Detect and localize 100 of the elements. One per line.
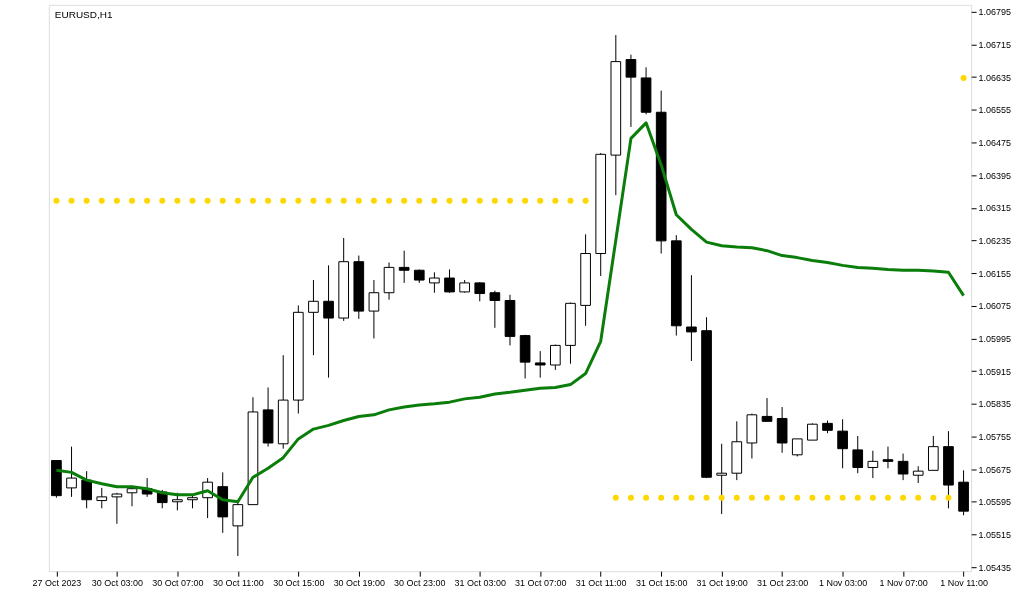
x-tick-label: 31 Oct 03:00: [454, 577, 506, 588]
candlestick: [96, 487, 108, 509]
candlestick: [686, 274, 697, 362]
candlestick: [852, 435, 864, 474]
point: [703, 494, 710, 501]
y-tick-label: 1.06395: [978, 170, 1012, 181]
candlestick: [323, 264, 334, 379]
y-tick-label: 1.05435: [978, 562, 1012, 573]
point: [325, 197, 332, 204]
point: [83, 197, 90, 204]
x-tick-label: 31 Oct 11:00: [575, 577, 627, 588]
point: [915, 494, 922, 501]
candlestick: [897, 453, 909, 481]
point: [688, 494, 695, 501]
candlestick: [534, 350, 546, 379]
point: [809, 494, 816, 501]
point: [249, 197, 256, 204]
y-tick-label: 1.05995: [978, 333, 1012, 344]
x-tick-label: 31 Oct 07:00: [515, 577, 567, 588]
candlestick: [837, 418, 848, 469]
y-tick-label: 1.05515: [978, 529, 1012, 540]
point: [461, 197, 468, 204]
point: [68, 197, 75, 204]
point: [144, 197, 151, 204]
point: [522, 197, 529, 204]
point: [476, 197, 483, 204]
candlestick: [474, 281, 486, 302]
x-tick-label: 30 Oct 11:00: [212, 577, 264, 588]
y-tick-label: 1.05755: [978, 431, 1012, 442]
point: [658, 494, 665, 501]
point: [401, 197, 408, 204]
y-tick-label: 1.05915: [978, 366, 1012, 377]
point: [643, 494, 650, 501]
point: [900, 494, 907, 501]
point: [884, 494, 891, 501]
point: [748, 494, 755, 501]
y-tick-label: 1.06555: [978, 105, 1012, 116]
point: [355, 197, 362, 204]
candlestick: [927, 435, 939, 471]
candlestick: [398, 250, 410, 284]
point: [446, 197, 453, 204]
point: [295, 197, 302, 204]
y-tick-label: 1.06475: [978, 137, 1012, 148]
point: [204, 197, 211, 204]
point: [174, 197, 181, 204]
point: [627, 494, 634, 501]
y-tick-label: 1.06315: [978, 203, 1012, 214]
chart-title: EURUSD,H1: [54, 8, 113, 20]
candlestick: [444, 268, 455, 294]
point: [370, 197, 377, 204]
candlestick: [111, 492, 123, 525]
candlestick: [489, 290, 501, 329]
point: [280, 197, 287, 204]
candlestick: [625, 54, 637, 128]
y-tick-label: 1.06715: [978, 39, 1012, 50]
x-tick-label: 31 Oct 23:00: [756, 577, 809, 588]
point: [431, 197, 438, 204]
point: [416, 197, 423, 204]
point: [189, 197, 196, 204]
x-tick-label: 1 Nov 07:00: [879, 577, 928, 588]
y-tick-label: 1.06795: [978, 7, 1012, 18]
candlestick: [761, 397, 773, 422]
point: [340, 197, 347, 204]
point: [945, 494, 952, 501]
candlestick: [429, 271, 440, 294]
point: [98, 197, 105, 204]
x-tick-label: 30 Oct 19:00: [333, 577, 385, 588]
y-tick-label: 1.05675: [978, 464, 1012, 475]
candlestick: [716, 443, 727, 515]
point: [582, 197, 589, 204]
point: [960, 74, 967, 81]
point: [129, 197, 135, 204]
point: [854, 494, 861, 501]
point: [779, 494, 786, 501]
x-tick-label: 31 Oct 19:00: [696, 577, 748, 588]
point: [612, 494, 619, 501]
point: [718, 494, 725, 501]
point: [673, 494, 680, 501]
point: [234, 197, 241, 204]
candlestick: [882, 446, 894, 469]
point: [552, 197, 559, 204]
point: [733, 494, 740, 501]
point: [794, 494, 801, 501]
candlestick: [550, 344, 561, 371]
point: [537, 197, 544, 204]
y-tick-label: 1.06635: [978, 72, 1012, 83]
point: [491, 197, 498, 204]
point: [869, 494, 876, 501]
candlestick: [368, 279, 380, 339]
point: [53, 197, 60, 204]
candlestick: [308, 279, 319, 356]
y-tick-label: 1.06075: [978, 301, 1012, 312]
y-tick-label: 1.06235: [978, 235, 1012, 246]
point: [310, 197, 317, 204]
point: [265, 197, 272, 204]
x-tick-label: 1 Nov 03:00: [818, 577, 868, 588]
x-tick-label: 30 Oct 23:00: [394, 577, 446, 588]
candlestick: [81, 470, 92, 509]
point: [386, 197, 393, 204]
point: [507, 197, 513, 204]
